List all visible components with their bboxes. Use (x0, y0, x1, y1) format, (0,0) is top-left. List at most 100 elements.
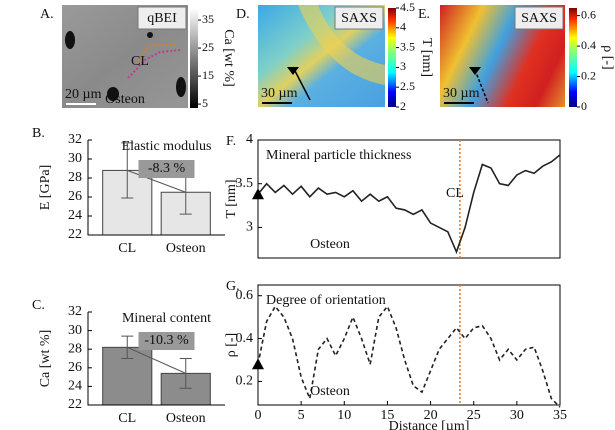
colorbar-tick-label: 25 (202, 40, 214, 54)
region (298, 5, 385, 85)
colorbar-tick-label: 2 (400, 99, 406, 113)
change-label: -8.3 % (148, 161, 186, 176)
colorbar-label: T [nm] (419, 38, 434, 77)
panel-title: Mineral particle thickness (266, 148, 411, 163)
y-tick-label: 22 (68, 397, 82, 412)
plot-frame (257, 284, 561, 406)
x-tick-label: 0 (255, 408, 262, 423)
colorbar-tick-label: 3 (400, 59, 406, 73)
colorbar-tick-label: 4.5 (400, 0, 415, 14)
y-tick-label: 3 (246, 220, 253, 235)
y-tick-label: 28 (68, 341, 82, 356)
y-tick-label: 24 (68, 208, 82, 223)
image-label: SAXS (341, 11, 377, 26)
colorbar-tick-label: 0.6 (581, 7, 596, 21)
scale-bar-label: 30 µm (443, 86, 480, 101)
y-tick-label: 26 (68, 189, 82, 204)
scale-bar-label: 20 µm (65, 87, 102, 102)
x-tick-label: Osteon (166, 241, 206, 256)
scale-bar-label: 30 µm (261, 86, 298, 101)
label-box (334, 6, 384, 30)
panel-letter: B. (32, 126, 45, 141)
colorbar-tick-label: 5 (202, 96, 208, 110)
panel-letter: E. (418, 7, 430, 22)
colorbar-tick-label: 0.4 (581, 38, 596, 52)
annotation: Osteon (310, 384, 350, 399)
change-box (138, 332, 195, 350)
start-marker (287, 67, 299, 75)
annotation: Osteon (310, 237, 350, 252)
x-tick-label: 35 (553, 408, 567, 423)
colorbar (569, 8, 577, 107)
start-marker (469, 67, 481, 75)
y-axis-label: T [nm] (224, 179, 239, 218)
image-label: SAXS (521, 11, 557, 26)
x-tick-label: 30 (510, 408, 524, 423)
profile (474, 69, 489, 104)
colorbar-label: Ca [wt %] (221, 29, 236, 87)
start-marker (252, 188, 264, 200)
osteon-line (127, 49, 181, 79)
change-line (127, 346, 186, 374)
panel-letter: G. (226, 279, 240, 294)
x-tick-label: 10 (337, 408, 351, 423)
y-tick-label: 0.4 (236, 331, 254, 346)
x-tick-label: 5 (298, 408, 305, 423)
profile-line (257, 304, 561, 408)
panel-title: Degree of orientation (266, 293, 386, 308)
y-tick-label: 26 (68, 360, 82, 375)
y-tick-label: 32 (68, 304, 82, 319)
profile-line (257, 154, 561, 255)
image-label: qBEI (147, 11, 177, 26)
annotation: CL (446, 186, 464, 201)
panel-letter: C. (32, 298, 45, 313)
colorbar (190, 8, 198, 108)
x-tick-label: 15 (380, 408, 394, 423)
y-tick-label: 0.6 (236, 288, 254, 303)
axes (87, 312, 225, 406)
y-tick-label: 30 (68, 151, 82, 166)
x-tick-label: CL (118, 241, 136, 256)
pore (176, 77, 186, 97)
x-tick-label: 25 (467, 408, 481, 423)
y-axis-label: ρ [-] (224, 333, 239, 357)
panel-title: Mineral content (122, 311, 211, 326)
y-tick-label: 24 (68, 379, 82, 394)
x-tick-label: 20 (424, 408, 438, 423)
axes (87, 140, 225, 236)
y-tick-label: 22 (68, 227, 82, 242)
y-axis-label: Ca [wt %] (38, 330, 53, 388)
colorbar (388, 8, 396, 107)
change-box (138, 160, 195, 178)
y-tick-label: 4 (246, 132, 253, 147)
x-axis-label: Distance [µm] (389, 419, 470, 430)
y-tick-label: 28 (68, 170, 82, 185)
annotation: CL (131, 54, 149, 69)
panel-letter: F. (226, 134, 236, 149)
colorbar-tick-label: 3.5 (400, 39, 415, 53)
y-tick-label: 3.5 (236, 176, 254, 191)
colorbar-tick-label: 15 (202, 68, 214, 82)
y-tick-label: 0.2 (236, 374, 254, 389)
panel-letter: A. (40, 7, 54, 22)
profile (292, 66, 311, 101)
change-line (127, 169, 186, 193)
colorbar-tick-label: 35 (202, 12, 214, 26)
panel-letter: D. (236, 7, 250, 22)
label-box (137, 6, 187, 30)
x-tick-label: Osteon (166, 411, 206, 426)
pore (147, 32, 153, 38)
start-marker (252, 358, 264, 370)
cement-line (137, 44, 178, 63)
annotation: Osteon (105, 92, 145, 107)
change-label: -10.3 % (144, 333, 189, 348)
y-tick-label: 32 (68, 132, 82, 147)
colorbar-tick-label: 0 (581, 99, 587, 113)
label-box (514, 6, 564, 30)
colorbar-tick-label: 4 (400, 20, 406, 34)
y-axis-label: E [GPa] (38, 165, 53, 211)
colorbar-tick-label: 0.2 (581, 68, 596, 82)
pore (107, 87, 119, 101)
panel-title: Elastic modulus (122, 139, 212, 154)
